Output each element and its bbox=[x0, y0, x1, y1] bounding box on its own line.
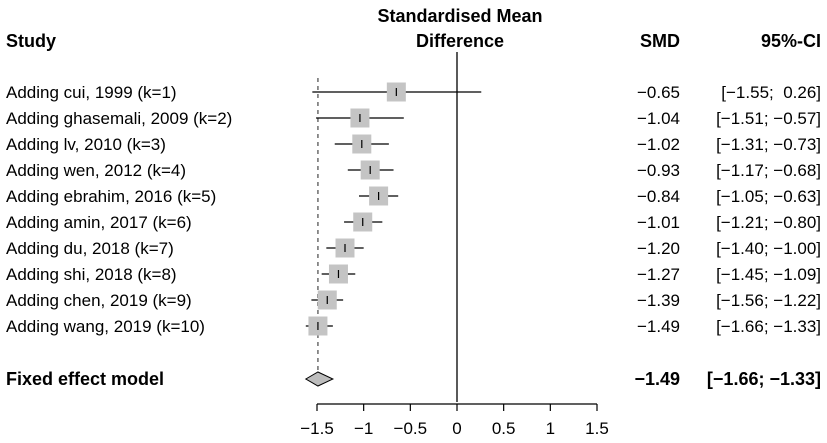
study-label: Adding wen, 2012 (k=4) bbox=[6, 161, 186, 180]
header-effect-line2: Difference bbox=[416, 31, 504, 51]
study-ci: [−1.17; −0.68] bbox=[716, 161, 821, 180]
study-ci: [−1.55; 0.26] bbox=[721, 83, 821, 102]
header-study: Study bbox=[6, 31, 56, 51]
pooled-smd: −1.49 bbox=[634, 369, 680, 389]
study-row: Adding chen, 2019 (k=9) −1.39 [−1.56; −1.2… bbox=[6, 290, 821, 310]
study-ci: [−1.56; −1.22] bbox=[716, 291, 821, 310]
x-axis-tick-label: 1 bbox=[546, 419, 555, 438]
study-ci: [−1.51; −0.57] bbox=[716, 109, 821, 128]
study-label: Adding du, 2018 (k=7) bbox=[6, 239, 174, 258]
study-row: Adding shi, 2018 (k=8) −1.27 [−1.45; −1.09… bbox=[6, 264, 821, 284]
study-smd: −1.27 bbox=[637, 265, 680, 284]
study-label: Adding cui, 1999 (k=1) bbox=[6, 83, 177, 102]
x-axis-tick-label: 0.5 bbox=[492, 419, 516, 438]
study-ci: [−1.21; −0.80] bbox=[716, 213, 821, 232]
header-smd: SMD bbox=[640, 31, 680, 51]
study-smd: −0.65 bbox=[637, 83, 680, 102]
study-smd: −1.04 bbox=[637, 109, 680, 128]
study-ci: [−1.66; −1.33] bbox=[716, 317, 821, 336]
x-axis-tick-label: −0.5 bbox=[394, 419, 428, 438]
study-smd: −1.39 bbox=[637, 291, 680, 310]
study-label: Adding chen, 2019 (k=9) bbox=[6, 291, 192, 310]
study-label: Adding shi, 2018 (k=8) bbox=[6, 265, 177, 284]
study-row: Adding lv, 2010 (k=3) −1.02 [−1.31; −0.73] bbox=[6, 134, 821, 154]
x-axis-tick-label: −1.5 bbox=[300, 419, 334, 438]
study-row: Adding ebrahim, 2016 (k=5) −0.84 [−1.05; −… bbox=[6, 186, 821, 206]
study-rows: Adding cui, 1999 (k=1) −0.65 [−1.55; 0.26]… bbox=[6, 82, 821, 336]
study-smd: −1.49 bbox=[637, 317, 680, 336]
x-axis-tick-label: 1.5 bbox=[585, 419, 609, 438]
pooled-ci: [−1.66; −1.33] bbox=[707, 369, 821, 389]
study-smd: −1.20 bbox=[637, 239, 680, 258]
study-label: Adding lv, 2010 (k=3) bbox=[6, 135, 166, 154]
study-label: Adding ebrahim, 2016 (k=5) bbox=[6, 187, 216, 206]
pooled-label: Fixed effect model bbox=[6, 369, 164, 389]
study-ci: [−1.45; −1.09] bbox=[716, 265, 821, 284]
study-row: Adding wang, 2019 (k=10) −1.49 [−1.66; −1.… bbox=[6, 316, 821, 336]
study-label: Adding wang, 2019 (k=10) bbox=[6, 317, 205, 336]
study-row: Adding wen, 2012 (k=4) −0.93 [−1.17; −0.68… bbox=[6, 160, 821, 180]
header-effect-line1: Standardised Mean bbox=[377, 6, 542, 26]
study-smd: −0.84 bbox=[637, 187, 680, 206]
study-row: Adding cui, 1999 (k=1) −0.65 [−1.55; 0.26] bbox=[6, 82, 821, 102]
study-ci: [−1.40; −1.00] bbox=[716, 239, 821, 258]
study-row: Adding du, 2018 (k=7) −1.20 [−1.40; −1.00] bbox=[6, 238, 821, 258]
pooled-diamond bbox=[304, 371, 335, 387]
study-label: Adding amin, 2017 (k=6) bbox=[6, 213, 192, 232]
x-axis-tick-label: 0 bbox=[452, 419, 461, 438]
header-ci: 95%-CI bbox=[761, 31, 821, 51]
study-smd: −0.93 bbox=[637, 161, 680, 180]
study-row: Adding ghasemali, 2009 (k=2) −1.04 [−1.51;… bbox=[6, 108, 821, 128]
study-ci: [−1.05; −0.63] bbox=[716, 187, 821, 206]
study-row: Adding amin, 2017 (k=6) −1.01 [−1.21; −0.8… bbox=[6, 212, 821, 232]
study-smd: −1.01 bbox=[637, 213, 680, 232]
x-axis: −1.5 −1 −0.5 0 0.5 1 1.5 bbox=[300, 403, 609, 438]
study-label: Adding ghasemali, 2009 (k=2) bbox=[6, 109, 232, 128]
x-axis-tick-label: −1 bbox=[354, 419, 373, 438]
pooled-row: Fixed effect model −1.49 [−1.66; −1.33] bbox=[6, 369, 821, 389]
study-smd: −1.02 bbox=[637, 135, 680, 154]
study-ci: [−1.31; −0.73] bbox=[716, 135, 821, 154]
